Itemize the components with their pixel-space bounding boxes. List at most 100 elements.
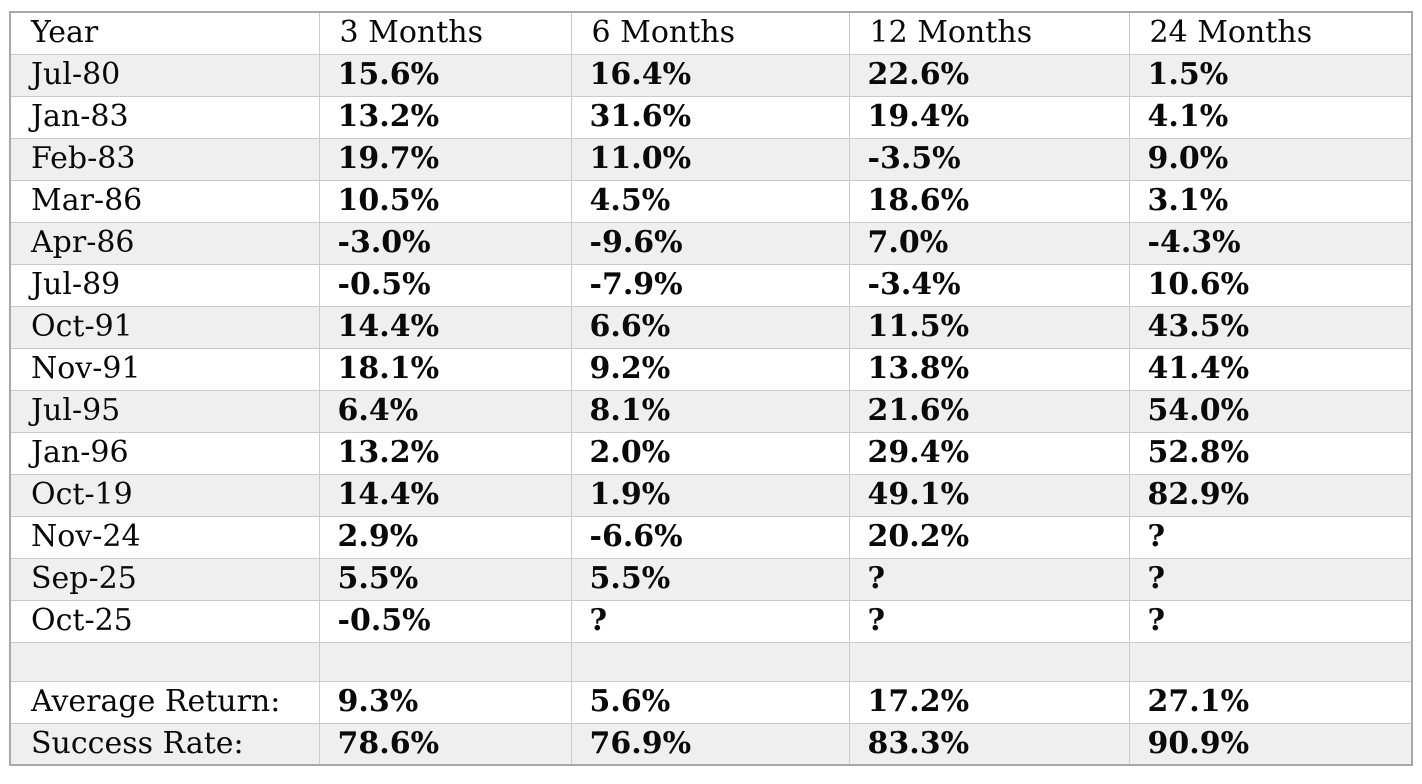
value-cell: 10.5%: [318, 179, 572, 223]
value-cell: 14.4%: [318, 473, 572, 517]
value-cell: ?: [848, 599, 1130, 643]
value-cell: 4.5%: [570, 179, 850, 223]
value-cell: -0.5%: [318, 599, 572, 643]
value-cell: 14.4%: [318, 305, 572, 349]
table-row: Jan-83 13.2% 31.6% 19.4% 4.1%: [9, 95, 1413, 139]
value-cell: 3.1%: [1128, 179, 1413, 223]
year-cell: Feb-83: [9, 137, 320, 181]
table-row: Jul-80 15.6% 16.4% 22.6% 1.5%: [9, 53, 1413, 97]
value-cell: 5.5%: [570, 557, 850, 601]
table-row: Mar-86 10.5% 4.5% 18.6% 3.1%: [9, 179, 1413, 223]
table-row: Jul-89 -0.5% -7.9% -3.4% 10.6%: [9, 263, 1413, 307]
value-cell: 31.6%: [570, 95, 850, 139]
value-cell: 17.2%: [848, 680, 1130, 724]
year-cell: Jan-83: [9, 95, 320, 139]
year-cell: Apr-86: [9, 221, 320, 265]
table-row: Oct-19 14.4% 1.9% 49.1% 82.9%: [9, 473, 1413, 517]
value-cell: -9.6%: [570, 221, 850, 265]
table-row: Nov-91 18.1% 9.2% 13.8% 41.4%: [9, 347, 1413, 391]
returns-table: Year 3 Months 6 Months 12 Months 24 Mont…: [9, 11, 1413, 766]
year-cell: Oct-19: [9, 473, 320, 517]
empty-cell: [848, 641, 1130, 682]
value-cell: -4.3%: [1128, 221, 1413, 265]
year-cell: Oct-91: [9, 305, 320, 349]
value-cell: 18.6%: [848, 179, 1130, 223]
empty-cell: [318, 641, 572, 682]
table-row: Sep-25 5.5% 5.5% ? ?: [9, 557, 1413, 601]
value-cell: 83.3%: [848, 722, 1130, 766]
year-cell: Oct-25: [9, 599, 320, 643]
year-cell: Jul-80: [9, 53, 320, 97]
value-cell: -3.0%: [318, 221, 572, 265]
value-cell: 16.4%: [570, 53, 850, 97]
value-cell: 1.5%: [1128, 53, 1413, 97]
value-cell: 19.4%: [848, 95, 1130, 139]
summary-label: Success Rate:: [9, 722, 320, 766]
year-cell: Jul-89: [9, 263, 320, 307]
value-cell: ?: [848, 557, 1130, 601]
value-cell: 41.4%: [1128, 347, 1413, 391]
value-cell: 20.2%: [848, 515, 1130, 559]
value-cell: ?: [1128, 599, 1413, 643]
year-cell: Jul-95: [9, 389, 320, 433]
value-cell: 82.9%: [1128, 473, 1413, 517]
value-cell: 22.6%: [848, 53, 1130, 97]
value-cell: -7.9%: [570, 263, 850, 307]
value-cell: 5.6%: [570, 680, 850, 724]
empty-cell: [9, 641, 320, 682]
value-cell: 9.2%: [570, 347, 850, 391]
table-row: Feb-83 19.7% 11.0% -3.5% 9.0%: [9, 137, 1413, 181]
value-cell: ?: [570, 599, 850, 643]
year-cell: Mar-86: [9, 179, 320, 223]
value-cell: -3.5%: [848, 137, 1130, 181]
value-cell: -0.5%: [318, 263, 572, 307]
value-cell: 2.9%: [318, 515, 572, 559]
value-cell: ?: [1128, 557, 1413, 601]
table-row: Oct-91 14.4% 6.6% 11.5% 43.5%: [9, 305, 1413, 349]
value-cell: ?: [1128, 515, 1413, 559]
value-cell: 5.5%: [318, 557, 572, 601]
summary-label: Average Return:: [9, 680, 320, 724]
success-rate-row: Success Rate: 78.6% 76.9% 83.3% 90.9%: [9, 722, 1413, 766]
value-cell: 8.1%: [570, 389, 850, 433]
value-cell: 4.1%: [1128, 95, 1413, 139]
value-cell: 6.4%: [318, 389, 572, 433]
value-cell: 6.6%: [570, 305, 850, 349]
header-cell-year: Year: [9, 11, 320, 55]
value-cell: 18.1%: [318, 347, 572, 391]
average-return-row: Average Return: 9.3% 5.6% 17.2% 27.1%: [9, 680, 1413, 724]
value-cell: 11.5%: [848, 305, 1130, 349]
value-cell: -6.6%: [570, 515, 850, 559]
empty-cell: [570, 641, 850, 682]
empty-cell: [1128, 641, 1413, 682]
table-row: Apr-86 -3.0% -9.6% 7.0% -4.3%: [9, 221, 1413, 265]
header-cell-6-months: 6 Months: [570, 11, 850, 55]
value-cell: 52.8%: [1128, 431, 1413, 475]
table-row: Jan-96 13.2% 2.0% 29.4% 52.8%: [9, 431, 1413, 475]
spacer-row: [9, 641, 1413, 682]
header-row: Year 3 Months 6 Months 12 Months 24 Mont…: [9, 11, 1413, 55]
table-row: Oct-25 -0.5% ? ? ?: [9, 599, 1413, 643]
year-cell: Nov-24: [9, 515, 320, 559]
returns-table-container: Year 3 Months 6 Months 12 Months 24 Mont…: [9, 11, 1413, 766]
header-cell-24-months: 24 Months: [1128, 11, 1413, 55]
value-cell: 21.6%: [848, 389, 1130, 433]
value-cell: 29.4%: [848, 431, 1130, 475]
value-cell: 13.2%: [318, 95, 572, 139]
value-cell: -3.4%: [848, 263, 1130, 307]
table-row: Jul-95 6.4% 8.1% 21.6% 54.0%: [9, 389, 1413, 433]
value-cell: 2.0%: [570, 431, 850, 475]
year-cell: Jan-96: [9, 431, 320, 475]
value-cell: 13.2%: [318, 431, 572, 475]
value-cell: 9.0%: [1128, 137, 1413, 181]
header-cell-12-months: 12 Months: [848, 11, 1130, 55]
value-cell: 15.6%: [318, 53, 572, 97]
value-cell: 90.9%: [1128, 722, 1413, 766]
value-cell: 54.0%: [1128, 389, 1413, 433]
value-cell: 7.0%: [848, 221, 1130, 265]
year-cell: Nov-91: [9, 347, 320, 391]
header-cell-3-months: 3 Months: [318, 11, 572, 55]
value-cell: 49.1%: [848, 473, 1130, 517]
value-cell: 13.8%: [848, 347, 1130, 391]
year-cell: Sep-25: [9, 557, 320, 601]
